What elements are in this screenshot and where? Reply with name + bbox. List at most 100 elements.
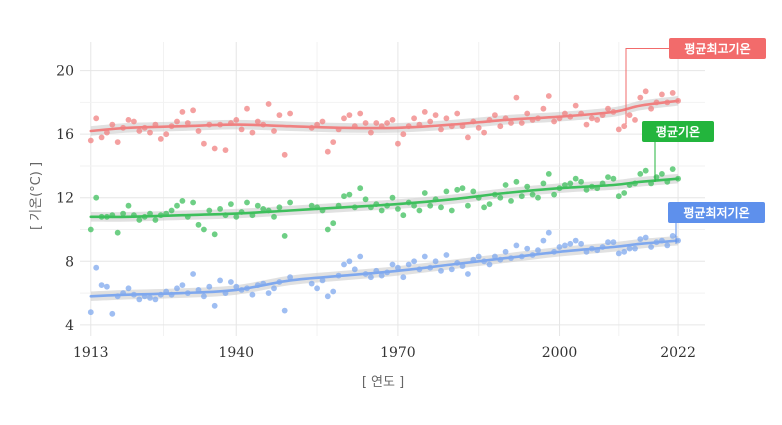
data-point: [324, 293, 331, 300]
data-point: [443, 115, 450, 122]
data-point: [642, 167, 649, 174]
data-point: [567, 240, 574, 247]
data-point: [416, 207, 423, 214]
data-point: [540, 105, 547, 112]
data-point: [615, 193, 622, 200]
data-point: [120, 210, 126, 217]
data-point: [206, 283, 213, 290]
data-point: [502, 182, 509, 188]
data-point: [233, 117, 240, 123]
data-point: [308, 202, 315, 209]
axes: 1913 1940 1970 2000 2022 4 8 12 16 20: [56, 64, 696, 361]
data-point: [114, 139, 121, 146]
data-point: [201, 140, 207, 147]
data-point: [190, 271, 197, 277]
data-point: [98, 282, 105, 288]
data-point: [233, 213, 240, 220]
data-point: [260, 206, 267, 212]
data-point: [572, 175, 579, 182]
data-point: [281, 233, 288, 239]
data-point: [637, 171, 644, 177]
data-point: [524, 245, 531, 252]
y-axis-title: [ 기온(°C) ]: [29, 162, 44, 230]
data-point: [351, 266, 358, 273]
data-point: [228, 201, 234, 208]
data-point: [621, 190, 628, 196]
data-point: [373, 120, 380, 126]
data-point: [147, 129, 153, 136]
data-point: [201, 226, 207, 233]
y-tick-label: 12: [56, 191, 74, 207]
data-point: [93, 264, 100, 271]
data-point: [432, 112, 439, 118]
data-point: [594, 117, 601, 123]
x-axis-title: [ 연도 ]: [362, 375, 404, 390]
data-point: [271, 213, 277, 220]
data-point: [362, 196, 369, 203]
data-point: [324, 148, 331, 155]
data-point: [443, 252, 450, 258]
data-point: [238, 126, 245, 133]
data-point: [395, 206, 401, 212]
data-point: [497, 194, 504, 201]
data-point: [486, 201, 493, 208]
data-point: [589, 115, 595, 122]
data-point: [669, 166, 676, 173]
data-point: [195, 221, 202, 228]
series-label-box: [642, 121, 714, 142]
data-point: [405, 261, 412, 268]
data-point: [610, 239, 617, 246]
data-point: [535, 247, 541, 254]
data-point: [287, 274, 293, 281]
data-point: [341, 115, 347, 122]
data-point: [529, 191, 536, 198]
data-point: [152, 217, 159, 223]
data-point: [211, 145, 218, 152]
data-point: [572, 102, 579, 109]
data-point: [642, 88, 649, 95]
data-point: [233, 283, 240, 290]
data-point: [254, 118, 261, 125]
series-label: 평균최저기온: [683, 205, 749, 220]
data-point: [465, 202, 471, 209]
data-point: [648, 244, 654, 250]
data-point: [179, 109, 186, 115]
data-point: [605, 174, 611, 181]
data-point: [87, 137, 94, 144]
data-point: [362, 120, 369, 126]
x-tick-label: 1970: [380, 345, 416, 361]
data-point: [669, 233, 676, 239]
data-point: [551, 118, 557, 125]
data-point: [287, 199, 293, 206]
data-point: [276, 204, 283, 211]
data-point: [637, 94, 644, 101]
series-label-box: [669, 38, 766, 59]
data-point: [389, 194, 396, 201]
data-point: [147, 295, 153, 301]
data-point: [346, 258, 353, 265]
data-point: [287, 110, 293, 117]
data-point: [319, 118, 326, 125]
data-point: [545, 171, 552, 177]
data-point: [271, 128, 277, 134]
data-point: [605, 239, 611, 246]
data-point: [578, 178, 584, 185]
data-point: [578, 240, 584, 247]
data-point: [524, 110, 531, 117]
series-label-box: [668, 202, 765, 223]
data-point: [341, 261, 347, 268]
data-point: [330, 139, 337, 146]
data-point: [179, 282, 186, 288]
trend-line: [89, 177, 680, 219]
data-point: [276, 112, 283, 118]
data-point: [497, 123, 504, 130]
data-point: [87, 226, 94, 233]
trend-line: [89, 239, 680, 298]
trend-line: [89, 99, 680, 133]
data-point: [211, 302, 218, 309]
data-point: [249, 129, 256, 136]
data-point: [411, 115, 417, 122]
trend-lines: [89, 99, 680, 298]
data-point: [314, 285, 320, 292]
